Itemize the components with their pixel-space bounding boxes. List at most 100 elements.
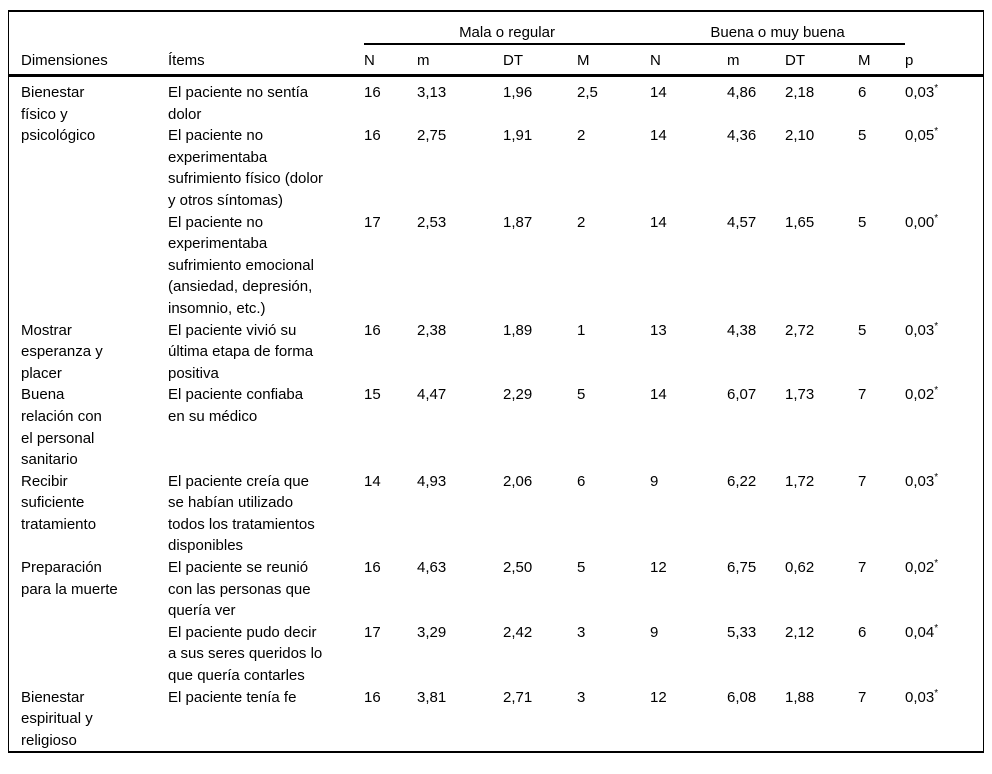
stat-cell-n-buena: 14: [650, 213, 667, 231]
stat-cell-m-mala: 3,81: [417, 688, 447, 706]
col-header-p: p: [905, 44, 984, 77]
empty-cell: [168, 12, 364, 44]
stat-cell-M-buena: 6: [858, 84, 867, 101]
significance-asterisk: *: [934, 126, 939, 138]
stat-cell-M-buena: 5: [858, 321, 867, 339]
p-value: 0,04: [905, 623, 935, 641]
stat-cell-dt-mala: 1,87: [503, 213, 533, 231]
stat-cell-m-mala: 4,63: [417, 559, 447, 577]
p-value: 0,03: [905, 84, 935, 101]
significance-asterisk: *: [934, 385, 939, 397]
dimension-cell: Bienestar físico y psicológico: [21, 84, 96, 145]
group-header-mala: Mala o regular: [364, 12, 651, 45]
stat-cell-M-mala: 5: [577, 559, 586, 577]
stat-cell-n-mala: 17: [364, 213, 381, 231]
stat-cell-m-mala: 4,47: [417, 386, 447, 404]
item-cell: El paciente creía que se habían utilizad…: [168, 472, 315, 555]
p-value-cell: 0,02*: [905, 557, 983, 622]
stat-cell-M-mala: 2: [577, 127, 586, 145]
col-header-m-buena: m: [727, 44, 786, 77]
stat-cell-M-buena: 5: [858, 213, 867, 231]
stat-cell-M-mala: 6: [577, 472, 586, 490]
stat-cell-m-mala: 3,29: [417, 623, 447, 641]
table-row: Mostrar esperanza y placer El paciente v…: [9, 320, 983, 385]
stat-cell-m-mala: 3,13: [417, 84, 447, 101]
p-value-cell: 0,04*: [905, 622, 983, 687]
stat-cell-n-mala: 16: [364, 84, 381, 101]
stat-cell-m-mala: 2,75: [417, 127, 447, 145]
stat-cell-n-buena: 9: [650, 472, 659, 490]
table-row: El paciente no experimentaba sufrimiento…: [9, 125, 983, 211]
item-cell: El paciente confiaba en su médico: [168, 386, 304, 425]
dimension-cell: Bienestar espiritual y religioso: [21, 688, 93, 749]
stat-cell-dt-mala: 1,89: [503, 321, 533, 339]
stat-cell-n-mala: 16: [364, 127, 381, 145]
stat-cell-n-buena: 12: [650, 688, 667, 706]
p-value-cell: 0,03*: [905, 687, 983, 752]
stat-cell-n-mala: 16: [364, 688, 381, 706]
stat-cell-M-mala: 5: [577, 386, 586, 404]
stat-cell-m-buena: 6,75: [727, 559, 757, 577]
p-value: 0,03: [905, 472, 935, 490]
table-row: El paciente pudo decir a sus seres queri…: [9, 622, 983, 687]
item-cell: El paciente pudo decir a sus seres queri…: [168, 623, 323, 685]
stat-cell-n-mala: 16: [364, 559, 381, 577]
p-value-cell: 0,05*: [905, 125, 983, 211]
col-header-items: Ítems: [168, 44, 364, 77]
column-header-row: Dimensiones Ítems N m DT M N m DT M p: [9, 44, 984, 77]
col-header-dimensiones: Dimensiones: [9, 44, 168, 77]
p-value: 0,02: [905, 559, 935, 577]
significance-asterisk: *: [934, 687, 939, 699]
group-header-buena: Buena o muy buena: [650, 12, 906, 45]
stat-cell-n-buena: 12: [650, 559, 667, 577]
table-row: Preparación para la muerte El paciente s…: [9, 557, 983, 622]
p-value: 0,03: [905, 688, 935, 706]
stat-cell-dt-mala: 2,06: [503, 472, 533, 490]
significance-asterisk: *: [934, 471, 939, 483]
results-table-frame: Mala o regular Buena o muy buena Dimensi…: [8, 10, 984, 754]
stat-cell-n-mala: 14: [364, 472, 381, 490]
stat-cell-dt-mala: 2,42: [503, 623, 533, 641]
significance-asterisk: *: [934, 212, 939, 224]
stat-cell-m-buena: 5,33: [727, 623, 757, 641]
stat-cell-dt-mala: 2,50: [503, 559, 533, 577]
p-value-cell: 0,03*: [905, 76, 983, 126]
col-header-M-buena: M: [858, 44, 906, 77]
stat-cell-dt-buena: 1,65: [785, 213, 815, 231]
p-value: 0,02: [905, 386, 935, 404]
p-value: 0,03: [905, 321, 935, 339]
dimension-cell: Buena relación con el personal sanitario: [21, 386, 102, 469]
stat-cell-M-mala: 1: [577, 321, 586, 339]
stat-cell-m-buena: 4,86: [727, 84, 757, 101]
stat-cell-M-buena: 6: [858, 623, 867, 641]
stat-cell-n-buena: 14: [650, 127, 667, 145]
table-row: El paciente no experimentaba sufrimiento…: [9, 212, 983, 320]
stat-cell-dt-buena: 1,88: [785, 688, 815, 706]
p-value-cell: 0,00*: [905, 212, 983, 320]
stat-cell-m-buena: 4,57: [727, 213, 757, 231]
stat-cell-M-mala: 3: [577, 623, 586, 641]
stat-cell-dt-buena: 2,72: [785, 321, 815, 339]
stat-cell-m-buena: 4,38: [727, 321, 757, 339]
stat-cell-n-buena: 13: [650, 321, 667, 339]
col-header-m-mala: m: [417, 44, 503, 77]
stat-cell-n-buena: 14: [650, 386, 667, 404]
table-header: Mala o regular Buena o muy buena Dimensi…: [9, 12, 984, 77]
stat-cell-dt-buena: 1,72: [785, 472, 815, 490]
stat-cell-M-mala: 3: [577, 688, 586, 706]
empty-cell: [905, 12, 983, 44]
stat-cell-dt-buena: 0,62: [785, 559, 815, 577]
stat-cell-dt-buena: 2,10: [785, 127, 815, 145]
significance-asterisk: *: [934, 83, 939, 94]
stat-cell-M-buena: 5: [858, 127, 867, 145]
stat-cell-M-mala: 2: [577, 213, 586, 231]
table-row: Recibir suficiente tratamiento El pacien…: [9, 471, 983, 557]
stat-cell-dt-mala: 2,29: [503, 386, 533, 404]
group-header-row: Mala o regular Buena o muy buena: [9, 12, 983, 45]
dimension-cell: Mostrar esperanza y placer: [21, 321, 103, 382]
stat-cell-dt-mala: 1,96: [503, 84, 533, 101]
item-cell: El paciente se reunió con las personas q…: [168, 559, 311, 620]
stat-cell-dt-mala: 1,91: [503, 127, 533, 145]
stat-cell-dt-mala: 2,71: [503, 688, 533, 706]
quality-of-death-stats-table: Mala o regular Buena o muy buena Dimensi…: [9, 12, 984, 752]
